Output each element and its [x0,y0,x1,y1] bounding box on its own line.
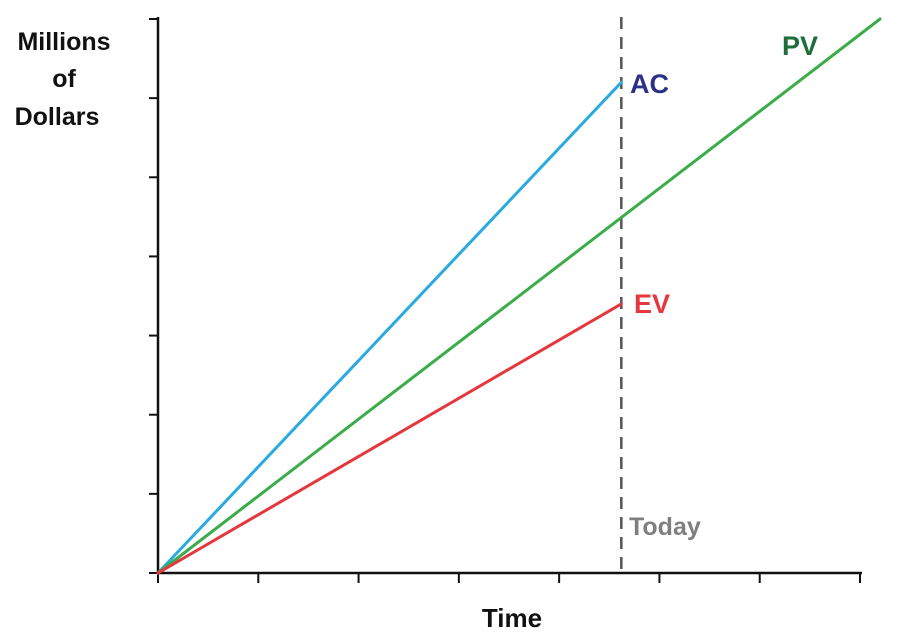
y-axis-label-line-1: Millions [17,28,110,56]
series-line-ac [156,80,623,575]
series-label-ac: AC [630,69,669,99]
x-axis-label: Time [482,603,542,633]
series-label-pv: PV [782,31,818,61]
y-axis-label-line-2: of [52,65,76,93]
series-line-ev [156,302,623,575]
x-axis-ticks [157,573,861,583]
y-axis-label-line-3: Dollars [15,103,100,131]
series-label-ev: EV [634,289,670,319]
series-lines [156,17,882,575]
today-label: Today [629,513,701,541]
series-line-pv [156,17,882,575]
y-axis-ticks [149,18,158,574]
